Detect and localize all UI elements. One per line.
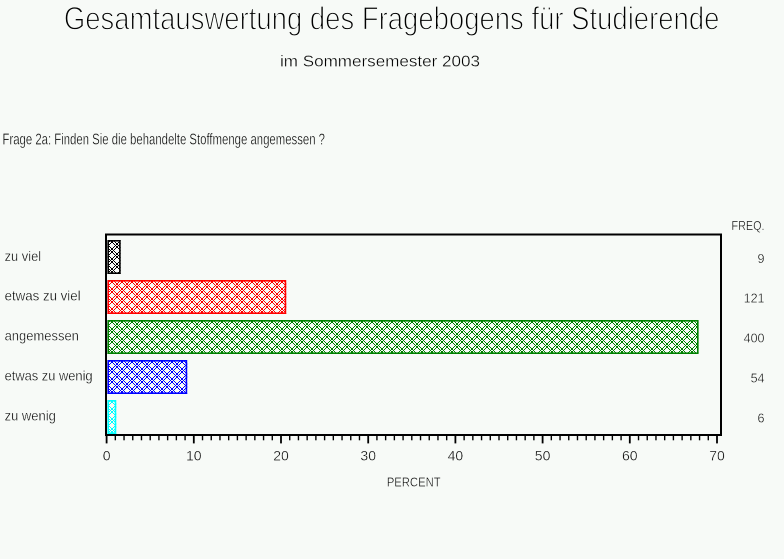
svg-text:angemessen: angemessen	[5, 327, 79, 343]
svg-text:40: 40	[448, 448, 464, 464]
svg-text:Gesamtauswertung des Frageboge: Gesamtauswertung des Fragebogens für Stu…	[64, 0, 720, 36]
svg-text:9: 9	[758, 252, 765, 266]
svg-text:etwas zu viel: etwas zu viel	[5, 287, 81, 303]
svg-text:50: 50	[535, 448, 551, 464]
svg-text:PERCENT: PERCENT	[387, 476, 441, 490]
svg-text:20: 20	[273, 448, 289, 464]
svg-text:Frage 2a: Finden Sie die behan: Frage 2a: Finden Sie die behandelte Stof…	[3, 132, 326, 149]
svg-text:121: 121	[744, 292, 765, 306]
svg-text:0: 0	[103, 448, 111, 464]
svg-text:60: 60	[622, 448, 638, 464]
svg-text:etwas zu wenig: etwas zu wenig	[5, 367, 93, 383]
svg-text:70: 70	[709, 448, 725, 464]
svg-text:54: 54	[751, 372, 765, 386]
svg-text:6: 6	[758, 411, 765, 425]
svg-text:400: 400	[744, 332, 765, 346]
svg-text:zu viel: zu viel	[5, 248, 42, 264]
svg-text:10: 10	[186, 448, 202, 464]
svg-text:FREQ.: FREQ.	[732, 219, 765, 233]
svg-text:im Sommersemester 2003: im Sommersemester 2003	[280, 54, 480, 71]
svg-text:zu wenig: zu wenig	[5, 407, 56, 423]
svg-text:30: 30	[360, 448, 376, 464]
